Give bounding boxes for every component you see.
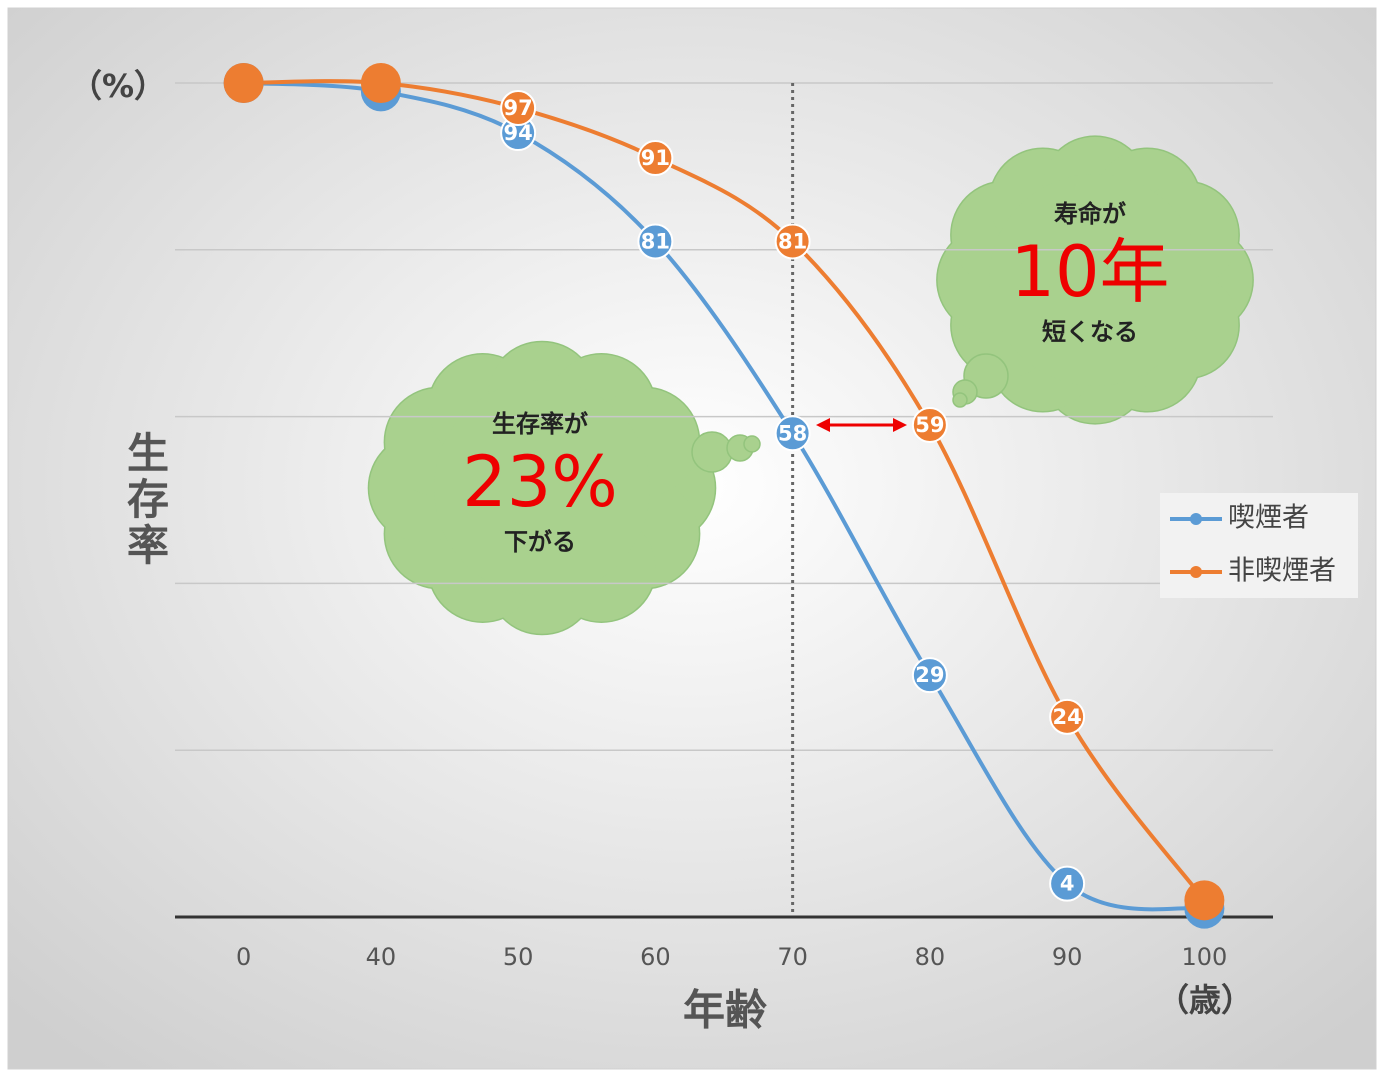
data-label: 59 bbox=[915, 413, 944, 437]
cloud bbox=[367, 340, 761, 636]
x-tick-label: 100 bbox=[1181, 943, 1227, 971]
data-label: 97 bbox=[504, 96, 533, 120]
cloud-bubble bbox=[743, 435, 761, 453]
marker bbox=[500, 90, 537, 127]
legend-marker bbox=[1190, 513, 1202, 525]
x-tick-label: 70 bbox=[777, 943, 808, 971]
data-label: 29 bbox=[915, 663, 944, 687]
cloud-fill bbox=[434, 380, 650, 596]
marker bbox=[360, 63, 401, 103]
marker bbox=[637, 140, 674, 177]
cloud-bubble bbox=[952, 392, 968, 408]
marker bbox=[1049, 865, 1086, 902]
y-label: 生存率 bbox=[121, 431, 170, 569]
marker bbox=[223, 63, 264, 103]
marker bbox=[637, 223, 674, 260]
series-line bbox=[243, 81, 1205, 912]
annotation-text: 23% bbox=[462, 441, 618, 523]
x-tick-label: 90 bbox=[1052, 943, 1083, 971]
legend-marker bbox=[1190, 566, 1202, 578]
legend-label: 非喫煙者 bbox=[1228, 556, 1336, 587]
marker bbox=[1049, 698, 1086, 735]
legend-label: 喫煙者 bbox=[1228, 503, 1309, 534]
legend-box bbox=[1160, 493, 1358, 598]
x-unit: （歳） bbox=[1157, 981, 1253, 1019]
cloud bbox=[936, 135, 1254, 425]
x-tick-label: 60 bbox=[640, 943, 671, 971]
x-tick-label: 50 bbox=[503, 943, 534, 971]
annotation-text: 生存率が bbox=[492, 410, 588, 438]
x-tick-label: 80 bbox=[915, 943, 946, 971]
data-label: 91 bbox=[641, 146, 670, 170]
clouds bbox=[367, 135, 1254, 636]
data-label: 58 bbox=[778, 421, 807, 445]
marker bbox=[774, 415, 811, 452]
marker bbox=[774, 223, 811, 260]
data-label: 4 bbox=[1060, 872, 1075, 896]
x-tick-label: 0 bbox=[236, 943, 251, 971]
annotation-text: 寿命が bbox=[1054, 200, 1126, 228]
cloud-bubble bbox=[691, 431, 733, 473]
cloud-fill bbox=[989, 174, 1201, 386]
annotation-text: 10年 bbox=[1010, 231, 1169, 313]
marker bbox=[1184, 880, 1225, 921]
x-tick-label: 40 bbox=[366, 943, 397, 971]
marker bbox=[911, 406, 948, 443]
annotation-text: 短くなる bbox=[1042, 318, 1138, 346]
x-label: 年齢 bbox=[683, 986, 767, 1035]
data-label: 24 bbox=[1053, 705, 1082, 729]
annotation-text: 下がる bbox=[504, 528, 576, 556]
marker bbox=[911, 657, 948, 694]
data-label: 81 bbox=[641, 229, 670, 253]
y-unit: （%） bbox=[70, 67, 166, 105]
data-label: 81 bbox=[778, 229, 807, 253]
